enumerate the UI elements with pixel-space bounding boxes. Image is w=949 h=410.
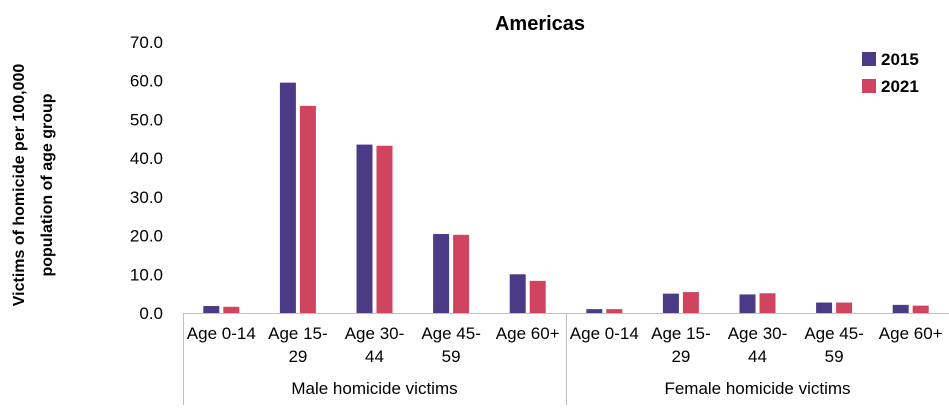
bar-2021 (606, 309, 623, 313)
bar-2015 (586, 309, 603, 313)
y-tick-label: 30.0 (130, 188, 163, 207)
chart-title: Americas (495, 13, 585, 35)
x-tick-label: 59 (825, 347, 844, 366)
x-tick-label: 44 (748, 347, 767, 366)
x-axis: Age 0-14 Age 15- 29 Age 30- 44 Age 45- 59 Age 6… (183, 313, 949, 405)
y-axis-ticks: 0.0 10.0 20.0 30.0 40.0 50.0 60.0 70.0 (130, 33, 163, 323)
legend-swatch-2021 (862, 79, 876, 93)
bar-2021 (529, 280, 546, 313)
y-tick-label: 60.0 (130, 72, 163, 91)
x-tick-label: Age 60+ (879, 324, 943, 343)
bar-2015 (279, 82, 296, 314)
bar-2015 (816, 302, 833, 313)
bar-2021 (912, 305, 929, 313)
bar-2015 (433, 234, 450, 313)
x-tick-label: Age 0-14 (570, 324, 639, 343)
x-tick-label: Age 45- (421, 324, 481, 343)
group-label: Female homicide victims (664, 379, 850, 398)
bar-2015 (892, 304, 909, 313)
x-tick-label: Age 30- (728, 324, 788, 343)
bar-2015 (203, 306, 220, 313)
x-tick-label: 59 (442, 347, 461, 366)
bar-2021 (453, 234, 470, 313)
bar-2015 (509, 274, 526, 313)
y-tick-label: 70.0 (130, 33, 163, 52)
bar-2021 (223, 306, 240, 313)
bar-2021 (682, 292, 699, 313)
y-tick-label: 20.0 (130, 227, 163, 246)
x-tick-label: Age 15- (268, 324, 328, 343)
x-tick-label: Age 15- (651, 324, 711, 343)
y-tick-label: 50.0 (130, 110, 163, 129)
y-axis-label-line-1: Victims of homicide per 100,000 (11, 64, 28, 307)
y-axis-label-line-2: population of age group (39, 93, 56, 276)
bars (203, 82, 929, 314)
x-tick-label: 29 (671, 347, 690, 366)
bar-2015 (739, 294, 756, 313)
x-tick-label: Age 0-14 (187, 324, 256, 343)
x-tick-label: 29 (288, 347, 307, 366)
bar-2021 (759, 293, 776, 313)
bar-2015 (662, 293, 679, 313)
legend-label-2021: 2021 (881, 77, 919, 96)
x-tick-label: Age 60+ (496, 324, 560, 343)
x-tick-label: Age 45- (804, 324, 864, 343)
group-label: Male homicide victims (291, 379, 457, 398)
x-tick-label: Age 30- (345, 324, 405, 343)
y-tick-label: 10.0 (130, 265, 163, 284)
legend: 2015 2021 (862, 50, 919, 96)
bar-2021 (836, 302, 853, 313)
y-tick-label: 0.0 (139, 304, 163, 323)
legend-swatch-2015 (862, 52, 876, 66)
y-tick-label: 40.0 (130, 149, 163, 168)
legend-label-2015: 2015 (881, 50, 919, 69)
bar-2021 (299, 105, 316, 313)
bar-2021 (376, 145, 393, 313)
x-tick-label: 44 (365, 347, 384, 366)
bar-2015 (356, 144, 373, 313)
